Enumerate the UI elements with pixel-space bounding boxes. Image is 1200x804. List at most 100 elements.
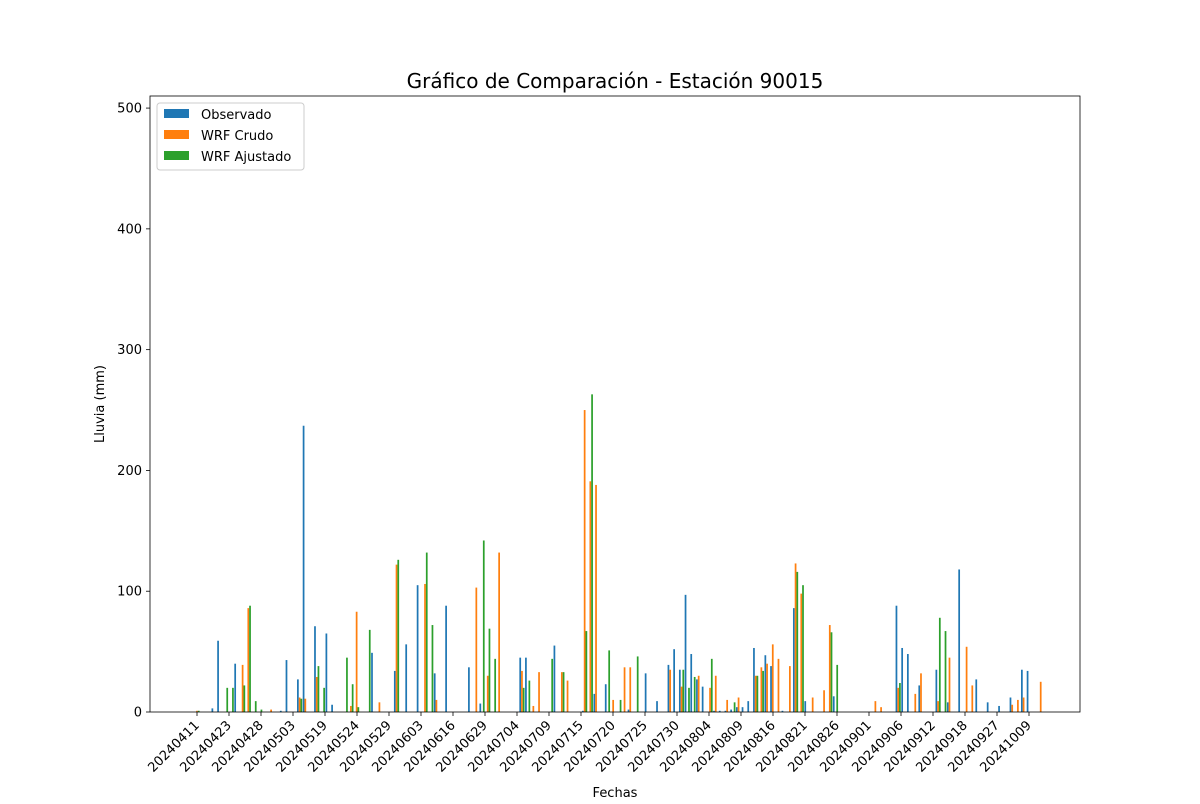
bar-wrf-crudo [754,675,757,712]
bar-observado [553,645,556,712]
bar-wrf-ajustado [323,687,326,712]
bar-observado [701,686,704,712]
bar-wrf-ajustado [944,631,947,712]
bar-wrf-crudo [880,707,882,712]
y-tick-label: 0 [134,706,142,721]
bar-observado [986,702,989,712]
legend-label-wrf-crudo: WRF Crudo [201,129,273,144]
bar-wrf-ajustado [368,629,371,712]
bar-observado [730,709,732,712]
bar-observado [747,701,750,712]
bar-observado [234,663,237,712]
bar-wrf-ajustado [938,617,941,712]
bar-wrf-ajustado [830,632,833,712]
bar-wrf-crudo [737,697,740,712]
bar-wrf-crudo [789,666,791,712]
bar-wrf-crudo [298,697,301,712]
bar-wrf-crudo [583,410,586,712]
bar-wrf-ajustado [836,664,839,712]
bar-wrf-crudo [897,687,900,712]
bar-wrf-crudo [629,667,632,712]
bar-wrf-crudo [948,657,951,712]
bar-wrf-crudo [241,664,244,712]
bar-wrf-ajustado [899,683,901,712]
bar-wrf-ajustado [249,605,251,712]
bar-wrf-ajustado [733,702,736,712]
bar-wrf-crudo [766,663,768,712]
bar-wrf-ajustado [243,685,246,712]
bar-observado [718,710,721,712]
bar-wrf-ajustado [300,698,303,712]
bar-wrf-ajustado [693,676,696,712]
bar-wrf-crudo [1022,697,1025,712]
bar-wrf-crudo [828,625,831,712]
bar-wrf-crudo [937,701,939,712]
bars-layer [196,394,1042,712]
bar-observado [832,696,835,712]
bar-observado [724,710,727,712]
legend-swatch-wrf-crudo [164,130,189,139]
bar-wrf-ajustado [802,585,804,712]
bar-observado [519,657,522,712]
bar-wrf-ajustado [226,687,229,712]
bar-wrf-ajustado [551,658,554,712]
bar-observado [433,673,436,712]
bar-wrf-crudo [270,709,272,712]
bar-wrf-crudo [874,701,877,712]
bar-wrf-ajustado [482,540,485,712]
bar-observado [673,649,675,712]
y-axis-label: Lluvia (mm) [93,365,108,443]
bar-wrf-crudo [247,608,250,712]
bar-wrf-ajustado [346,657,348,712]
bar-observado [393,670,396,712]
bar-wrf-crudo [823,690,825,712]
bar-observado [684,594,687,712]
bar-wrf-ajustado [796,571,799,712]
bar-wrf-crudo [800,593,803,712]
bar-observado [279,710,282,712]
bar-observado [918,685,921,712]
bar-wrf-crudo [760,667,763,712]
bar-observado [644,673,647,712]
bar-wrf-ajustado [682,669,685,712]
bar-wrf-crudo [612,699,615,712]
bar-observado [935,669,938,712]
y-tick-label: 400 [117,222,142,237]
y-tick-label: 200 [117,464,142,479]
bar-wrf-crudo [304,698,307,712]
legend: Observado WRF Crudo WRF Ajustado [156,102,305,171]
bar-wrf-ajustado [762,670,764,712]
bar-wrf-crudo [811,697,814,712]
bar-observado [405,644,408,712]
bar-wrf-crudo [521,670,523,712]
bar-wrf-crudo [475,587,478,712]
bar-observado [593,693,596,712]
bar-observado [735,707,738,712]
bar-observado [416,585,419,712]
bar-wrf-crudo [532,705,535,712]
bar-observado [753,647,755,712]
bar-observado [958,569,961,712]
bar-observado [781,710,784,712]
bar-wrf-crudo [350,705,352,712]
bar-wrf-crudo [355,611,358,712]
bar-observado [1026,670,1029,712]
bar-wrf-ajustado [756,675,759,712]
bar-observado [792,608,795,712]
bar-wrf-ajustado [710,658,713,712]
bar-observado [1021,669,1023,712]
bar-wrf-ajustado [636,656,639,712]
bar-wrf-crudo [965,646,968,712]
bar-wrf-ajustado [528,680,531,712]
bar-wrf-crudo [680,686,683,712]
bar-wrf-ajustado [488,628,491,712]
bar-wrf-ajustado [431,625,434,712]
bar-wrf-crudo [669,669,672,712]
bar-observado [479,703,482,712]
bar-wrf-crudo [1011,704,1014,712]
bar-wrf-ajustado [688,687,690,712]
bar-observado [314,626,316,712]
bar-observado [604,684,607,712]
bar-wrf-crudo [1017,699,1019,712]
